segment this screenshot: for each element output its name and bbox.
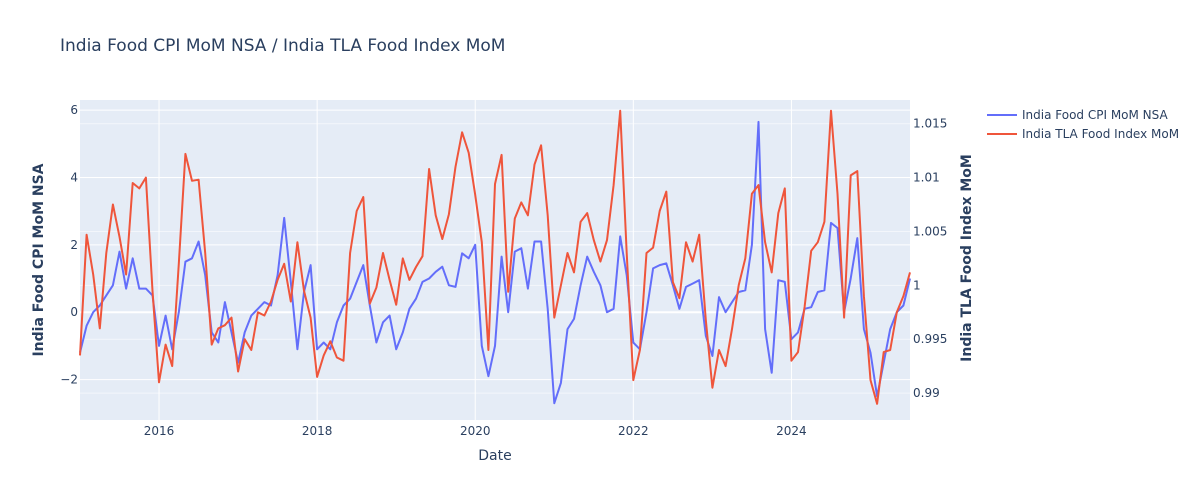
y-right-tick-label: 1.01 <box>913 171 940 185</box>
y-right-axis-ticks: 0.995 1 1.005 1.01 1.015 0.99 <box>913 117 947 400</box>
legend: India Food CPI MoM NSA India TLA Food In… <box>987 108 1179 141</box>
y-left-axis-title: India Food CPI MoM NSA <box>31 163 47 356</box>
series-line-2[interactable] <box>79 109 911 405</box>
y-left-tick-label: −2 <box>60 373 78 387</box>
y-right-tick-label: 1 <box>913 278 921 292</box>
y-right-tick-label: 0.995 <box>913 332 947 346</box>
x-tick-label: 2022 <box>618 424 649 438</box>
chart-title: India Food CPI MoM NSA / India TLA Food … <box>60 36 505 56</box>
y-left-tick-label: 0 <box>70 305 78 319</box>
legend-item-series-2[interactable]: India TLA Food Index MoM <box>987 127 1179 141</box>
x-tick-label: 2018 <box>302 424 333 438</box>
y-left-tick-label: 2 <box>70 238 78 252</box>
legend-item-series-1[interactable]: India Food CPI MoM NSA <box>987 108 1169 122</box>
y-right-tick-label: 1.005 <box>913 224 947 238</box>
x-tick-label: 2024 <box>776 424 807 438</box>
legend-label-series-2: India TLA Food Index MoM <box>1022 127 1179 141</box>
x-tick-label: 2020 <box>460 424 491 438</box>
y-left-axis-ticks: −2 0 2 4 6 <box>60 103 78 386</box>
plot-area[interactable] <box>80 100 910 420</box>
x-tick-label: 2016 <box>144 424 175 438</box>
series-layer <box>79 109 911 405</box>
y-left-tick-label: 4 <box>70 170 78 184</box>
y-right-axis-title: India TLA Food Index MoM <box>959 154 975 362</box>
y-right-tick-label: 0.99 <box>913 386 940 400</box>
x-axis-title: Date <box>478 448 511 464</box>
series-line-1[interactable] <box>79 120 911 405</box>
x-axis-ticks: 2016 2018 2020 2022 2024 <box>144 424 807 438</box>
legend-label-series-1: India Food CPI MoM NSA <box>1022 108 1169 122</box>
y-left-tick-label: 6 <box>70 103 78 117</box>
y-right-tick-label: 1.015 <box>913 117 947 131</box>
